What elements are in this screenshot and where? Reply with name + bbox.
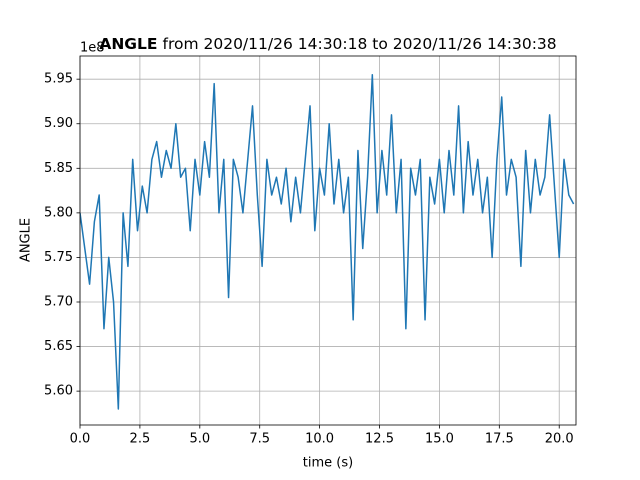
x-tick-label: 0.0 (70, 432, 91, 447)
plot-frame (79, 55, 577, 426)
y-axis-label: ANGLE (19, 218, 34, 262)
y-tick-label: 5.75 (44, 250, 73, 265)
x-tick-label: 5.0 (189, 432, 210, 447)
y-tick-label: 5.85 (44, 161, 73, 176)
x-axis-label: time (s) (303, 456, 353, 471)
x-tick-label: 15.0 (425, 432, 454, 447)
y-tick-label: 5.60 (44, 384, 73, 399)
x-tick-label: 7.5 (249, 432, 270, 447)
x-tick-label: 17.5 (485, 432, 514, 447)
y-tick-label: 5.65 (44, 339, 73, 354)
y-tick-label: 5.70 (44, 295, 73, 310)
title-variable: ANGLE (99, 35, 157, 53)
y-tick-label: 5.80 (44, 205, 73, 220)
x-tick-label: 20.0 (545, 432, 574, 447)
x-tick-label: 12.5 (365, 432, 394, 447)
x-tick-label: 10.0 (305, 432, 334, 447)
y-tick-label: 5.90 (44, 116, 73, 131)
data-line (80, 73, 575, 410)
chart-title: ANGLE from 2020/11/26 14:30:18 to 2020/11… (99, 35, 556, 53)
title-range: from 2020/11/26 14:30:18 to 2020/11/26 1… (162, 35, 556, 53)
x-tick-label: 2.5 (130, 432, 151, 447)
y-tick-label: 5.95 (44, 72, 73, 87)
y-offset-label: 1e8 (80, 41, 105, 56)
